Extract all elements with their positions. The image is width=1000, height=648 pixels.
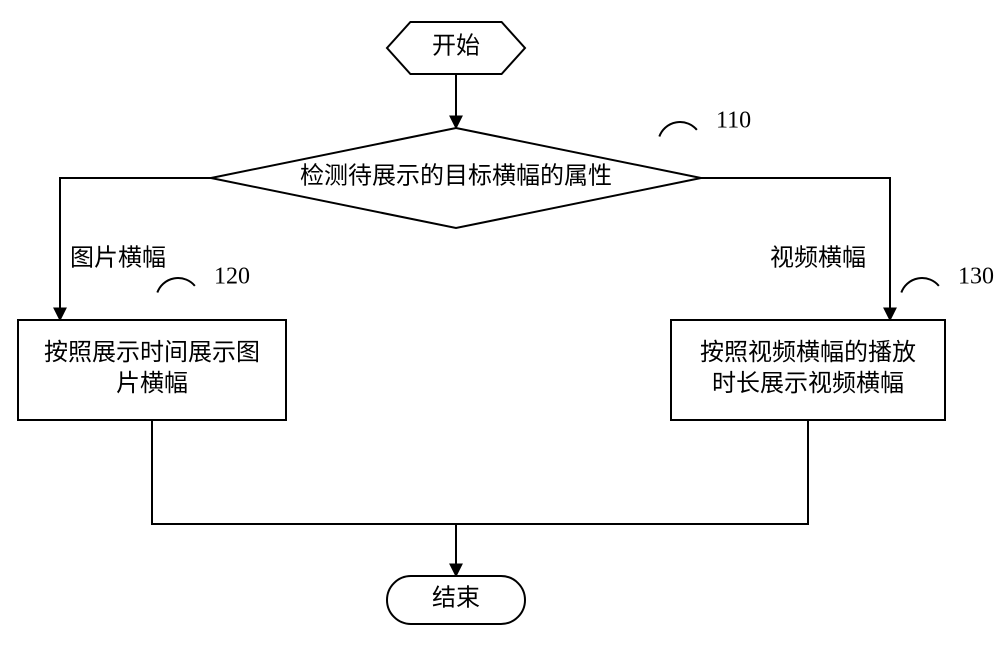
left-node xyxy=(18,320,286,420)
right-node xyxy=(671,320,945,420)
left-node-label-line-1: 片横幅 xyxy=(116,370,188,397)
right-node-label-line-1: 时长展示视频横幅 xyxy=(712,370,904,397)
start-node-label: 开始 xyxy=(432,33,480,60)
edge-3 xyxy=(152,420,456,524)
edge-label-1: 图片横幅 xyxy=(70,245,166,272)
ref-arc-right xyxy=(901,278,939,292)
ref-label-right: 130 xyxy=(958,264,994,290)
edge-label-2: 视频横幅 xyxy=(770,245,866,272)
end-node-label: 结束 xyxy=(432,585,480,612)
ref-arc-decision xyxy=(659,122,697,136)
decision-node-label: 检测待展示的目标横幅的属性 xyxy=(300,163,612,190)
right-node-label-line-0: 按照视频横幅的播放 xyxy=(700,339,916,366)
left-node-label-line-0: 按照展示时间展示图 xyxy=(44,339,260,366)
ref-arc-left xyxy=(157,278,195,292)
ref-label-left: 120 xyxy=(214,264,250,290)
ref-label-decision: 110 xyxy=(716,108,751,134)
edge-4 xyxy=(456,420,808,524)
